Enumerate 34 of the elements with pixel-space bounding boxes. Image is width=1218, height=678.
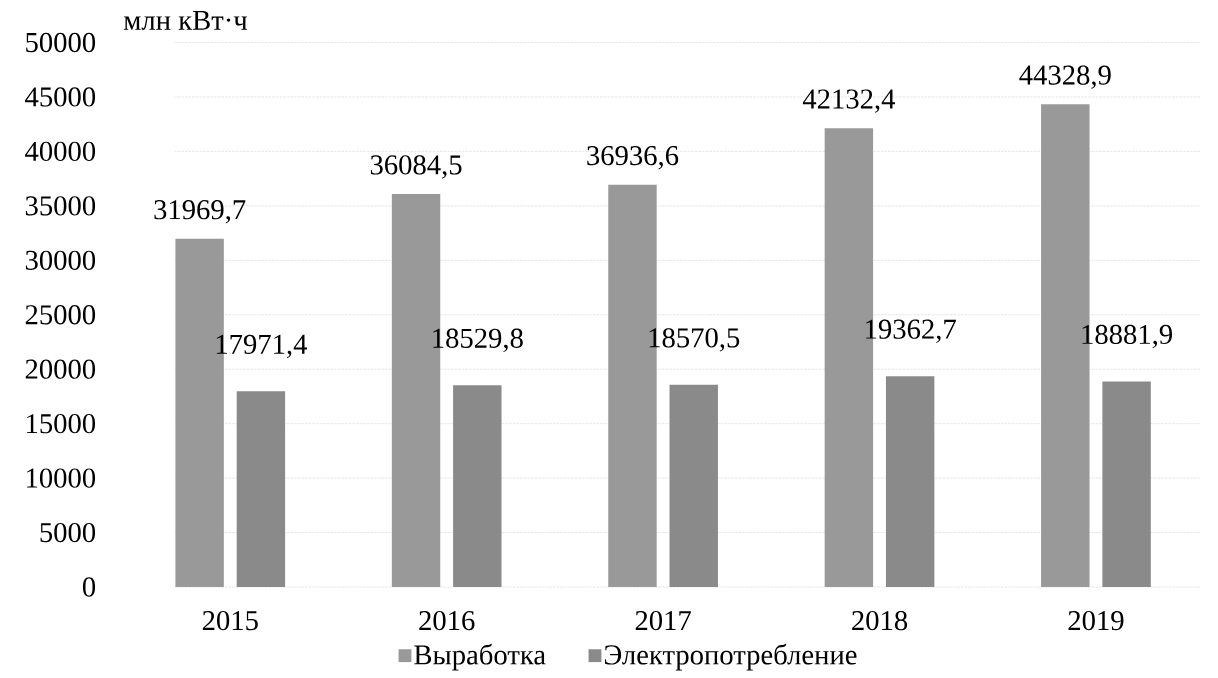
y-tick-label: 40000 — [25, 141, 96, 162]
x-tick-label: 2018 — [852, 610, 908, 631]
y-tick-label: 5000 — [40, 522, 96, 543]
y-tick-label: 50000 — [26, 32, 96, 53]
x-tick-label: 2016 — [419, 610, 475, 631]
y-tick-label: 15000 — [27, 414, 96, 434]
y-tick-label: 20000 — [25, 359, 96, 379]
legend-label: Электропотребление — [604, 643, 857, 671]
y-tick-label: 0 — [82, 577, 96, 597]
y-tick-label: 45000 — [25, 87, 96, 107]
y-tick-label: 25000 — [25, 305, 96, 325]
x-tick-label: 2017 — [635, 610, 691, 631]
y-axis-title: млн кВт·ч — [123, 10, 248, 30]
bar — [885, 376, 935, 588]
bar — [669, 384, 718, 588]
y-tick-label: 35000 — [25, 196, 96, 216]
bar — [236, 391, 286, 588]
data-label: 19362,7 — [866, 319, 956, 344]
data-label: 31969,7 — [154, 200, 246, 224]
data-label: 42132,4 — [802, 89, 896, 113]
data-label: 18570,5 — [649, 328, 740, 352]
y-tick-label: 30000 — [25, 250, 96, 270]
y-tick-label: 10000 — [27, 468, 96, 488]
x-tick-label: 2015 — [202, 610, 258, 631]
data-label: 36936,6 — [587, 146, 679, 170]
bar — [453, 385, 502, 588]
data-label: 36084,5 — [370, 155, 462, 179]
data-label: 18529,8 — [433, 328, 523, 353]
data-label: 18881,9 — [1082, 324, 1172, 349]
x-tick-label: 2019 — [1068, 610, 1124, 631]
data-label: 17971,4 — [216, 334, 308, 359]
legend-label: Выработка — [414, 643, 546, 671]
bar — [1102, 381, 1151, 588]
data-label: 44328,9 — [1019, 65, 1111, 89]
